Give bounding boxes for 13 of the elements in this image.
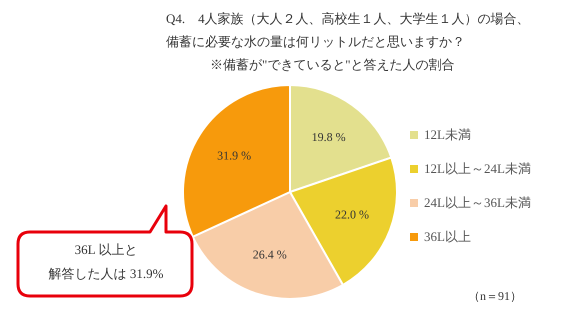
legend-label: 36L以上 (424, 228, 471, 246)
chart-title: Q4. 4人家族（大人２人、高校生１人、大学生１人）の場合、備蓄に必要な水の量は何リットルだと思いますか？ (166, 10, 530, 51)
data-label: 31.9 % (217, 148, 252, 162)
data-label: 19.8 % (312, 130, 346, 144)
text: （n＝91） (468, 288, 522, 305)
data-label: 22.0 % (335, 208, 370, 222)
legend-label: 24L以上～36L未満 (424, 194, 531, 212)
text: 36L 以上と (74, 241, 138, 259)
legend-label: 12L以上～24L未満 (424, 160, 531, 178)
chart-subtitle: ※備蓄が"できていると"と答えた人の割合 (209, 56, 456, 74)
text: 解答した人は 31.9% (48, 265, 164, 283)
data-label: 26.4 % (252, 247, 287, 262)
legend-label: 12L未満 (424, 126, 471, 144)
